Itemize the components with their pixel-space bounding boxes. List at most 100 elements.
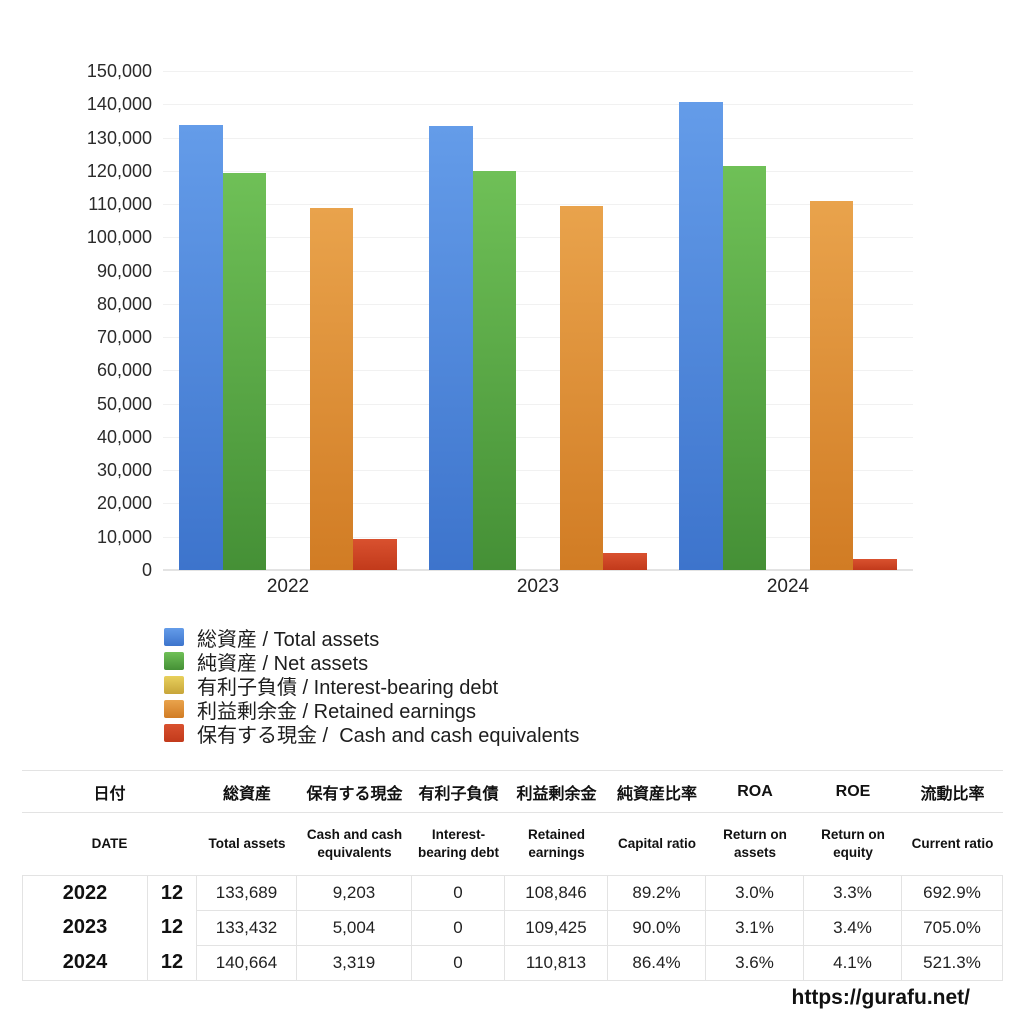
gridline: [163, 204, 913, 206]
bar-total-assets-2024: [679, 102, 723, 570]
y-tick-label: 100,000: [86, 227, 152, 248]
table-cell: 133,432: [197, 910, 297, 945]
table-cell: 3.1%: [706, 910, 804, 945]
table-row-year: 2023: [22, 910, 148, 945]
header-cell-en: Retained earnings: [505, 812, 608, 875]
table-cell: 0: [412, 875, 505, 910]
header-cell-en: Total assets: [197, 812, 297, 875]
legend-label: 利益剰余金 / Retained earnings: [197, 700, 477, 723]
header-cell-en: Return on equity: [804, 812, 902, 875]
x-axis-line: [163, 569, 913, 571]
table-cell: 9,203: [297, 875, 412, 910]
legend-color-swatch-icon: [164, 652, 184, 670]
header-cell-ja: 保有する現金: [297, 770, 412, 812]
bar-net-assets-2023: [472, 170, 517, 570]
header-cell-ja: ROE: [804, 770, 902, 812]
legend-color-swatch-icon: [164, 628, 184, 646]
y-tick-label: 140,000: [86, 94, 152, 115]
legend-item-interest-bearing-debt: 有利子負債 / Interest-bearing debt: [164, 673, 579, 699]
header-cell-en: Cash and cash equivalents: [297, 812, 412, 875]
legend-color-swatch-icon: [164, 700, 184, 718]
table-cell: 4.1%: [804, 945, 902, 981]
y-tick-label: 80,000: [96, 293, 152, 314]
y-tick-label: 90,000: [96, 260, 152, 281]
x-axis-label: 2023: [516, 576, 560, 597]
bar-chart-plot-area: [163, 71, 913, 571]
y-tick-label: 40,000: [96, 426, 152, 447]
bar-total-assets-2023: [429, 126, 473, 570]
x-axis-label: 2022: [266, 576, 310, 597]
table-cell: 0: [412, 945, 505, 981]
y-tick-label: 110,000: [88, 194, 152, 215]
gridline: [163, 436, 913, 438]
table-cell: 3,319: [297, 945, 412, 981]
x-axis-label: 2024: [766, 576, 810, 597]
y-tick-label: 50,000: [96, 393, 152, 414]
header-cell-en: Interest-bearing debt: [412, 812, 505, 875]
gridline: [163, 237, 913, 239]
table-cell: 3.6%: [706, 945, 804, 981]
bar-cash-and-cash-equivalents-2023: [603, 553, 647, 570]
y-tick-label: 60,000: [96, 360, 152, 381]
header-cell-ja: 有利子負債: [412, 770, 505, 812]
y-tick-label: 120,000: [86, 160, 152, 181]
gridline: [163, 403, 913, 405]
bar-retained-earnings-2023: [559, 205, 604, 570]
bar-net-assets-2022: [222, 173, 267, 570]
table-cell: 110,813: [505, 945, 608, 981]
bar-retained-earnings-2024: [809, 201, 854, 570]
header-cell-ja: 総資産: [197, 770, 297, 812]
bar-retained-earnings-2022: [309, 207, 354, 570]
table-cell: 12: [148, 910, 197, 945]
chart-legend: 総資産 / Total assets 純資産 / Net assets 有利子負債 …: [164, 625, 580, 747]
table-row-year: 2024: [22, 945, 148, 981]
gridline: [163, 137, 913, 139]
bar-cash-and-cash-equivalents-2024: [853, 558, 897, 570]
bar-net-assets-2024: [722, 165, 767, 570]
gridline: [163, 503, 913, 505]
legend-item-net-assets: 純資産 / Net assets: [164, 649, 579, 675]
table-cell: 89.2%: [608, 875, 706, 910]
financial-data-table: 日付 総資産 保有する現金 有利子負債 利益剰余金 純資産比率 ROA ROE 流動比率 DATE…: [22, 770, 1003, 981]
gridline: [163, 71, 913, 72]
bar-total-assets-2022: [179, 125, 223, 570]
legend-color-swatch-icon: [164, 676, 184, 694]
legend-label: 純資産 / Net assets: [197, 652, 369, 675]
y-tick-label: 10,000: [96, 526, 152, 547]
table-cell: 12: [148, 875, 197, 910]
gridline: [163, 470, 913, 472]
y-tick-label: 0: [141, 560, 152, 580]
gridline: [163, 170, 913, 172]
gridline: [163, 337, 913, 339]
header-cell-en: DATE: [22, 812, 197, 875]
y-tick-label: 30,000: [96, 460, 152, 481]
table-cell: 0: [412, 910, 505, 945]
header-cell-ja: 利益剰余金: [505, 770, 608, 812]
gridline: [163, 370, 913, 372]
header-cell-en: Current ratio: [902, 812, 1003, 875]
table-cell: 90.0%: [608, 910, 706, 945]
gridline: [163, 104, 913, 106]
table-cell: 5,004: [297, 910, 412, 945]
table-cell: 705.0%: [902, 910, 1003, 945]
y-tick-label: 130,000: [86, 127, 152, 148]
legend-label: 保有する現金 / Cash and cash equivalents: [197, 724, 580, 747]
header-cell-ja: 純資産比率: [608, 770, 706, 812]
header-cell-ja: 日付: [22, 770, 197, 812]
table-cell: 133,689: [197, 875, 297, 910]
gridline: [163, 270, 913, 272]
y-tick-label: 150,000: [86, 61, 152, 81]
table-row-year: 2022: [22, 875, 148, 910]
table-cell: 140,664: [197, 945, 297, 981]
header-cell-en: Return on assets: [706, 812, 804, 875]
table-cell: 86.4%: [608, 945, 706, 981]
table-cell: 3.3%: [804, 875, 902, 910]
gridline: [163, 303, 913, 305]
table-cell: 3.4%: [804, 910, 902, 945]
site-url: https://gurafu.net/: [791, 986, 970, 1009]
legend-item-total-assets: 総資産 / Total assets: [164, 625, 579, 651]
header-cell-en: Capital ratio: [608, 812, 706, 875]
table-cell: 3.0%: [706, 875, 804, 910]
table-cell: 692.9%: [902, 875, 1003, 910]
